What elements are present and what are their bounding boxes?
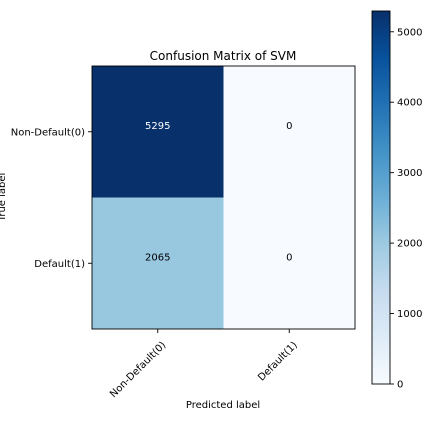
heatmap-cell-labels: 5295 0 2065 0	[145, 121, 292, 264]
colorbar	[371, 10, 391, 385]
colorbar-tick-label: 0	[397, 380, 403, 391]
heatmap-cell	[223, 197, 355, 329]
colorbar-tick-label: 1000	[397, 309, 422, 320]
x-axis: Non-Default(0) Default(1)	[108, 329, 300, 400]
cell-value-label: 2065	[145, 252, 170, 263]
cell-value-label: 0	[286, 252, 292, 263]
cell-value-label: 0	[286, 121, 292, 132]
colorbar-tick-label: 3000	[397, 168, 422, 179]
colorbar-tick-label: 5000	[397, 27, 422, 38]
x-tick-label: Non-Default(0)	[108, 340, 168, 400]
heatmap-cell	[92, 197, 224, 329]
y-axis-label: True label	[0, 173, 8, 223]
plot-frame	[91, 65, 356, 330]
heatmap-cell	[92, 66, 224, 198]
heatmap-cell	[223, 66, 355, 198]
chart-title: Confusion Matrix of SVM	[150, 49, 297, 63]
y-axis: Non-Default(0) Default(1)	[11, 127, 92, 270]
colorbar-tick-label: 4000	[397, 98, 422, 109]
cell-value-label: 5295	[145, 121, 170, 132]
heatmap-cells	[92, 66, 355, 329]
y-tick-label: Default(1)	[34, 259, 85, 270]
y-tick-label: Non-Default(0)	[11, 127, 85, 138]
colorbar-axis: 0 1000 2000 3000 4000 5000	[390, 27, 422, 391]
x-tick-label: Default(1)	[256, 340, 300, 384]
colorbar-tick-label: 2000	[397, 239, 422, 250]
x-axis-label: Predicted label	[186, 400, 260, 411]
